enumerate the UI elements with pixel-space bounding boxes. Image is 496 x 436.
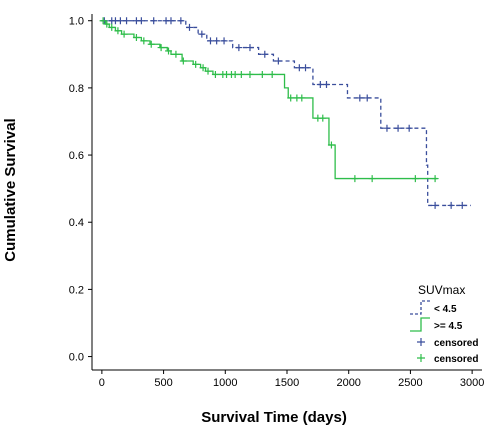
legend-label-censored-high: censored [434,354,478,365]
y-tick-label: 0.2 [69,284,84,296]
legend-swatch-low [410,300,430,315]
censor-mark-high [211,70,219,78]
y-tick-label: 0.4 [69,217,84,229]
censor-mark-low [116,17,124,25]
censor-mark-high [431,175,439,183]
legend: SUVmax < 4.5 >= 4.5 censored censored [410,283,478,365]
x-tick-label: 1000 [213,377,237,389]
censor-mark-low [405,124,413,132]
censor-mark-high [103,20,111,28]
censor-mark-high [199,64,207,72]
censor-mark-low [186,23,193,31]
censor-mark-high [120,30,128,38]
ticks: 0 500 1000 1500 2000 2500 3000 0.0 0.2 0.4 0.6 0.8 1… [69,16,485,389]
censor-mark-low [213,37,221,45]
censor-mark-low [246,44,254,52]
censor-mark-low [198,30,206,38]
censor-mark-high [165,47,173,55]
censor-mark-high [327,141,335,149]
censor-mark-high [147,40,155,48]
censor-mark-high [268,70,276,78]
legend-label-high: >= 4.5 [434,321,463,332]
censor-mark-high [108,23,116,31]
censor-mark-low [458,201,466,209]
legend-censor-low [417,338,425,346]
censor-mark-low [322,81,330,89]
censor-mark-low [274,57,282,65]
axes [91,14,482,371]
censor-mark-high [351,175,359,183]
y-axis-title: Cumulative Survival [2,118,19,261]
censor-mark-high [237,70,245,78]
censor-mark-low [383,124,391,132]
censor-mark-high [99,17,107,25]
censor-mark-low [302,64,310,72]
censor-mark-low [356,94,364,102]
censor-marks [99,17,466,209]
x-axis-title: Survival Time (days) [201,409,347,426]
censor-mark-low [206,37,214,45]
censor-mark-high [114,27,122,35]
x-tick-label: 2000 [336,377,360,389]
censor-mark-high [192,60,200,68]
x-tick-label: 500 [154,377,172,389]
censor-mark-low [431,201,439,209]
censor-mark-low [394,124,402,132]
censor-mark-low [261,50,269,58]
censor-mark-high [258,70,266,78]
censor-mark-low [316,81,324,89]
censor-mark-high [179,57,187,65]
x-tick-label: 1500 [275,377,299,389]
legend-title: SUVmax [418,283,465,297]
censor-mark-high [132,34,140,42]
censor-mark-high [368,175,376,183]
censor-mark-high [319,114,327,122]
censor-mark-high [140,37,148,45]
censor-mark-high [298,94,306,102]
censor-mark-low [137,17,145,25]
censor-mark-high [157,44,165,52]
y-tick-label: 0.0 [69,352,84,364]
censor-mark-low [150,17,158,25]
legend-swatch-high [410,317,430,332]
legend-marks [410,300,430,362]
censor-mark-high [411,175,419,183]
censor-mark-high [172,50,180,58]
y-tick-label: 0.6 [69,150,84,162]
censor-mark-low [177,17,185,25]
legend-label-censored-low: censored [434,338,478,349]
y-tick-label: 1.0 [69,16,84,28]
censor-mark-low [167,17,175,25]
censor-mark-high [204,67,212,75]
censor-mark-low [235,44,243,52]
censor-mark-low [295,64,303,72]
censor-mark-high [246,70,254,78]
y-tick-label: 0.8 [69,83,84,95]
legend-censor-high [417,354,425,362]
censor-mark-high [231,70,239,78]
x-tick-label: 0 [99,377,105,389]
censor-mark-low [447,201,455,209]
censor-mark-low [123,17,131,25]
x-tick-label: 3000 [460,377,484,389]
censor-mark-low [220,37,228,45]
legend-label-low: < 4.5 [434,304,457,315]
censor-mark-high [287,94,295,102]
censor-mark-low [363,94,371,102]
x-tick-label: 2500 [398,377,422,389]
